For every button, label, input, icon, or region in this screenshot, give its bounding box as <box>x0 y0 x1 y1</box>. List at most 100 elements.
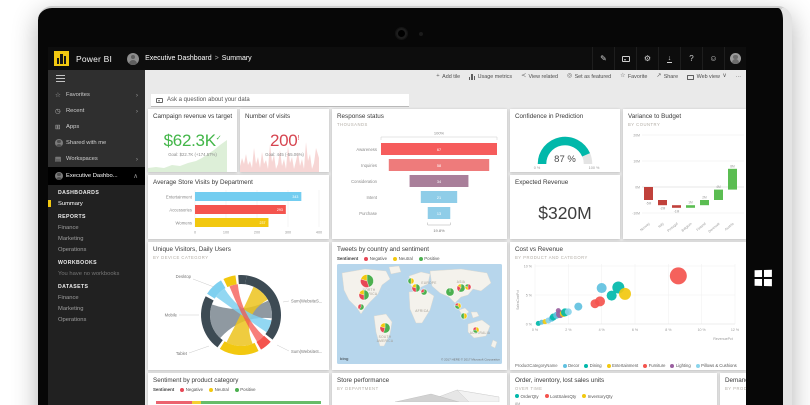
tile-number-of-visits[interactable]: Number of visits 200! Goal: 445 (-55.06%… <box>240 109 329 172</box>
svg-text:100: 100 <box>223 231 229 235</box>
svg-text:RevenuePct: RevenuePct <box>713 337 733 341</box>
subnav-item-marketing[interactable]: Marketing <box>58 235 84 242</box>
subnav-item-marketing[interactable]: Marketing <box>58 305 84 312</box>
sidebar-item-workspaces[interactable]: ▤ Workspaces › <box>48 151 145 167</box>
tile-average-store-visits[interactable]: Average Store Visits by Department 0 100 2… <box>148 175 329 239</box>
sidebar-item-executive-dashbo[interactable]: Executive Dashbo... ∧ <box>48 167 145 185</box>
cost-legend-decor: Decor <box>562 363 579 368</box>
help-icon[interactable]: ? <box>680 47 702 70</box>
toolbar-set-as-featured[interactable]: ◎ Set as featured <box>567 73 612 80</box>
sparkline <box>148 140 227 172</box>
subnav-item-summary[interactable]: Summary <box>48 198 145 209</box>
toolbar-label: Set as featured <box>574 74 612 80</box>
tile-store-performance[interactable]: Store performance BY DEPARTMENT <box>332 373 507 405</box>
svg-text:Inquiries: Inquiries <box>361 163 377 168</box>
svg-text:Belgium: Belgium <box>681 222 693 233</box>
legend-dot <box>562 363 567 368</box>
toolbar-usage-metrics[interactable]: Usage metrics <box>469 74 512 80</box>
legend-dot <box>364 256 369 261</box>
tile-unique-visitors[interactable]: Unique Visitors, Daily Users BY DEVICE C… <box>148 242 329 370</box>
workspace-avatar <box>55 172 63 180</box>
kpi-sparkline <box>240 138 329 172</box>
svg-text:100%: 100% <box>434 131 445 136</box>
sidebar-item-recent[interactable]: ◷ Recent › <box>48 103 145 119</box>
series-legend: OrderQty LostSalesQty InventoryQty <box>515 394 712 399</box>
svg-text:6 %: 6 % <box>632 328 639 332</box>
map-svg: NORTHAMERICASOUTHAMERICAEUROPEAFRICAASIA… <box>337 264 502 364</box>
download-icon[interactable]: ↓ <box>658 47 680 70</box>
toolbar-favorite[interactable]: ☆ Favorite <box>620 73 648 80</box>
breadcrumb-dashboard[interactable]: Executive Dashboard <box>145 55 212 62</box>
toolbar-label: Web view <box>696 74 720 80</box>
legend-dot <box>606 363 611 368</box>
breadcrumb-avatar[interactable] <box>127 52 140 65</box>
building-3d-visual <box>337 387 502 405</box>
tile-title: Confidence in Prediction <box>515 113 584 120</box>
svg-text:58: 58 <box>437 164 441 168</box>
tile-cost-vs-revenue[interactable]: Cost vs Revenue BY PRODUCT AND CATEGORY … <box>510 242 746 370</box>
breadcrumb-page[interactable]: Summary <box>221 55 252 62</box>
svg-text:ASIA: ASIA <box>457 280 466 284</box>
svg-text:Womens: Womens <box>176 220 192 225</box>
sidebar-item-apps[interactable]: ⊞ Apps <box>48 119 145 135</box>
svg-text:Accessories: Accessories <box>169 207 192 212</box>
subnav-item-operations[interactable]: Operations <box>58 246 87 253</box>
svg-text:1M: 1M <box>688 201 693 205</box>
tile-variance-to-budget[interactable]: Variance to Budget BY COUNTRY 20M 10M 0M -1… <box>623 109 746 239</box>
subnav-item-finance[interactable]: Finance <box>58 224 79 231</box>
windows-logo-icon <box>754 269 772 287</box>
tile-sentiment-by-category[interactable]: Sentiment by product category Sentiment N… <box>148 373 329 405</box>
category-legend: ProductCategoryName Decor Dining Entertainm… <box>515 363 744 368</box>
feedback-smiley-icon[interactable]: ☺ <box>702 47 724 70</box>
subnav-item-operations[interactable]: Operations <box>58 316 87 323</box>
toolbar-add-tile[interactable]: + Add tile <box>436 73 461 80</box>
sidebar-item-shared-with-me[interactable]: Shared with me <box>48 135 145 151</box>
tile-response-status[interactable]: Response status THOUSANDS 100% Awareness 6… <box>332 109 507 239</box>
tile-expected-revenue[interactable]: Expected Revenue $320M <box>510 175 620 239</box>
svg-text:Intent: Intent <box>367 195 378 200</box>
tile-order-inventory[interactable]: Order, inventory, lost sales units OVER … <box>510 373 717 405</box>
toolbar-share[interactable]: ↗ Share <box>656 73 678 80</box>
tile-demand[interactable]: Demand BY PRODUCT <box>720 373 746 405</box>
chevron-icon: ∧ <box>133 173 138 180</box>
subnav-item-finance[interactable]: Finance <box>58 294 79 301</box>
plus-icon: + <box>436 73 440 80</box>
tablet-device: Power BI Executive Dashboard > Summary ✎ ⚙… <box>38 6 792 405</box>
order-legend-inventoryqty: InventoryQty <box>582 394 613 399</box>
tile-title: Variance to Budget <box>628 113 682 120</box>
tile-campaign-revenue[interactable]: Campaign revenue vs target $62.3K✓ Goal:… <box>148 109 237 172</box>
sidebar-item-favorites[interactable]: ☆ Favorites › <box>48 87 145 103</box>
account-avatar[interactable] <box>724 47 746 70</box>
legend-dot <box>695 363 700 368</box>
powerbi-logo-icon[interactable] <box>54 51 69 66</box>
svg-text:0 %: 0 % <box>532 328 539 332</box>
svg-text:Desktop: Desktop <box>176 274 192 279</box>
toolbar-view-related[interactable]: ≺ View related <box>521 73 558 80</box>
sidebar-item-label: Workspaces <box>66 156 98 162</box>
toolbar-label: Favorite <box>627 74 648 80</box>
toolbar-label: Add tile <box>442 74 461 80</box>
toolbar-web-view[interactable]: Web view ∨ <box>687 73 727 80</box>
kpi-value: $62.3K✓ <box>163 131 222 150</box>
tile-tweets-map[interactable]: Tweets by country and sentiment Sentimen… <box>332 242 507 370</box>
tile-confidence-gauge[interactable]: Confidence in Prediction 87 % 0 % 100 % <box>510 109 620 172</box>
breadcrumb[interactable]: Executive Dashboard > Summary <box>145 55 252 62</box>
qna-search-input[interactable]: Ask a question about your data <box>151 94 409 107</box>
legend-dot <box>418 256 423 261</box>
comments-icon[interactable] <box>614 47 636 70</box>
hamburger-menu-icon[interactable] <box>48 70 145 87</box>
edit-icon[interactable]: ✎ <box>592 47 614 70</box>
settings-gear-icon[interactable]: ⚙ <box>636 47 658 70</box>
legend-dot <box>393 256 398 261</box>
svg-text:SalesCostPct: SalesCostPct <box>516 290 520 310</box>
cost-legend-furniture: Furniture <box>643 363 665 368</box>
toolbar-more[interactable]: ··· <box>735 74 741 80</box>
sentiment-legend-positive: Positive <box>234 387 256 392</box>
sentiment-legend: Sentiment Negative Neutral Positive <box>153 387 324 392</box>
gauge-svg: 87 % 0 % 100 % <box>534 136 600 170</box>
legend-dot <box>643 363 648 368</box>
gauge-chart: 87 % 0 % 100 % <box>515 124 615 172</box>
cost-legend-entertainment: Entertainment <box>606 363 638 368</box>
svg-text:0 %: 0 % <box>526 322 533 326</box>
world-map: NORTHAMERICASOUTHAMERICAEUROPEAFRICAASIA… <box>337 264 502 369</box>
